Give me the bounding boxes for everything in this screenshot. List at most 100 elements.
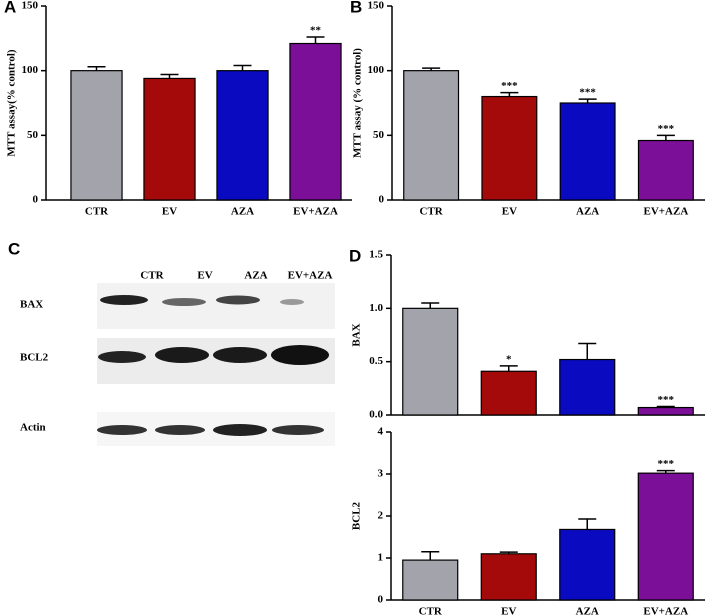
error-bar — [499, 551, 518, 554]
bar — [70, 70, 123, 201]
y-tick-label: 1 — [378, 552, 384, 564]
bar — [289, 42, 342, 201]
bar — [403, 70, 460, 201]
error-bar — [656, 469, 675, 474]
error-bar — [421, 550, 440, 561]
error-bar — [578, 518, 597, 530]
y-tick-label: 100 — [368, 64, 385, 76]
bar — [559, 102, 616, 201]
y-tick-label: 50 — [373, 129, 385, 141]
band — [162, 298, 206, 306]
significance-label: *** — [658, 394, 675, 406]
x-tick-label: AZA — [576, 606, 599, 616]
lane-label: CTR — [140, 270, 164, 282]
bar — [637, 472, 694, 601]
x-tick-label: CTR — [85, 206, 109, 218]
y-tick-label: 0 — [378, 594, 384, 606]
bar — [637, 139, 694, 201]
x-tick-label: EV+AZA — [293, 206, 338, 218]
y-axis-label: MTT assay (% control) — [352, 48, 364, 158]
error-bar — [421, 302, 440, 309]
y-tick-label: 1.5 — [369, 249, 383, 261]
error-bar — [306, 36, 325, 44]
row-label: Actin — [20, 422, 46, 434]
x-tick-label: EV — [162, 206, 177, 218]
bar — [559, 528, 616, 601]
x-tick-label: EV+AZA — [643, 606, 688, 616]
significance-label: * — [506, 353, 512, 365]
bar — [143, 77, 196, 201]
panel-letter: D — [349, 246, 361, 265]
significance-label: *** — [501, 80, 518, 92]
bar — [480, 553, 537, 601]
x-tick-label: EV — [501, 606, 516, 616]
panel-letter: A — [4, 0, 16, 16]
bar — [402, 559, 459, 601]
y-tick-label: 0.5 — [369, 355, 383, 367]
x-tick-label: CTR — [420, 206, 444, 218]
x-tick-label: EV — [502, 206, 517, 218]
band — [155, 347, 209, 363]
bar — [402, 307, 459, 416]
error-bar — [422, 67, 441, 71]
y-tick-label: 150 — [22, 0, 39, 12]
y-tick-label: 4 — [378, 426, 384, 438]
y-tick-label: 0.0 — [369, 409, 383, 421]
band — [98, 351, 146, 363]
y-tick-label: 0 — [379, 194, 385, 206]
error-bar — [500, 91, 519, 97]
blot-panel: C CTR EV AZA EV+AZA BAX BCL2 Actin — [8, 239, 335, 446]
significance-label: *** — [579, 87, 596, 99]
x-tick-label: AZA — [231, 206, 254, 218]
y-axis-label: BCL2 — [351, 501, 363, 530]
band — [272, 425, 324, 435]
band — [216, 295, 260, 305]
row-label: BCL2 — [20, 352, 49, 364]
x-tick-label: EV+AZA — [643, 206, 688, 218]
bar — [480, 370, 537, 416]
error-bar — [160, 73, 179, 79]
y-tick-label: 100 — [22, 64, 39, 76]
band — [97, 425, 147, 435]
y-tick-label: 150 — [368, 0, 385, 12]
x-tick-label: AZA — [576, 206, 599, 218]
band — [213, 347, 267, 363]
error-bar — [233, 64, 252, 71]
panel-letter: B — [350, 0, 362, 16]
bar — [216, 70, 269, 201]
band — [155, 425, 205, 435]
band — [271, 345, 329, 365]
error-bar — [499, 365, 518, 372]
band — [100, 295, 148, 305]
error-bar — [87, 66, 106, 71]
y-axis-label: BAX — [351, 323, 363, 346]
y-tick-label: 0 — [33, 194, 39, 206]
bar — [559, 358, 616, 416]
y-tick-label: 3 — [378, 468, 384, 480]
lane-label: EV — [197, 270, 212, 282]
significance-label: *** — [658, 123, 675, 135]
y-tick-label: 1.0 — [369, 302, 383, 314]
error-bar — [578, 342, 597, 360]
bar — [637, 406, 694, 416]
significance-label: ** — [310, 25, 322, 37]
significance-label: *** — [658, 458, 675, 470]
error-bar — [656, 134, 675, 141]
panel-letter: C — [8, 239, 20, 258]
chart: BCL2 0 1 2 3 4 CTR EV AZA *** EV+AZA — [351, 426, 705, 616]
chart: B MTT assay (% control) 0 50 100 150 CTR *** EV *… — [350, 0, 705, 218]
error-bar — [656, 405, 675, 408]
y-tick-label: 2 — [378, 510, 384, 522]
x-tick-label: CTR — [419, 606, 443, 616]
error-bar — [578, 98, 597, 103]
blot-membrane — [97, 283, 335, 329]
row-label: BAX — [20, 299, 43, 311]
band — [280, 299, 304, 305]
chart: A MTT assay(% control) 0 50 100 150 CTR EV AZA **… — [4, 0, 352, 218]
lane-label: EV+AZA — [288, 270, 333, 282]
band — [213, 424, 267, 436]
bar — [481, 95, 538, 201]
y-axis-label: MTT assay(% control) — [6, 49, 18, 156]
